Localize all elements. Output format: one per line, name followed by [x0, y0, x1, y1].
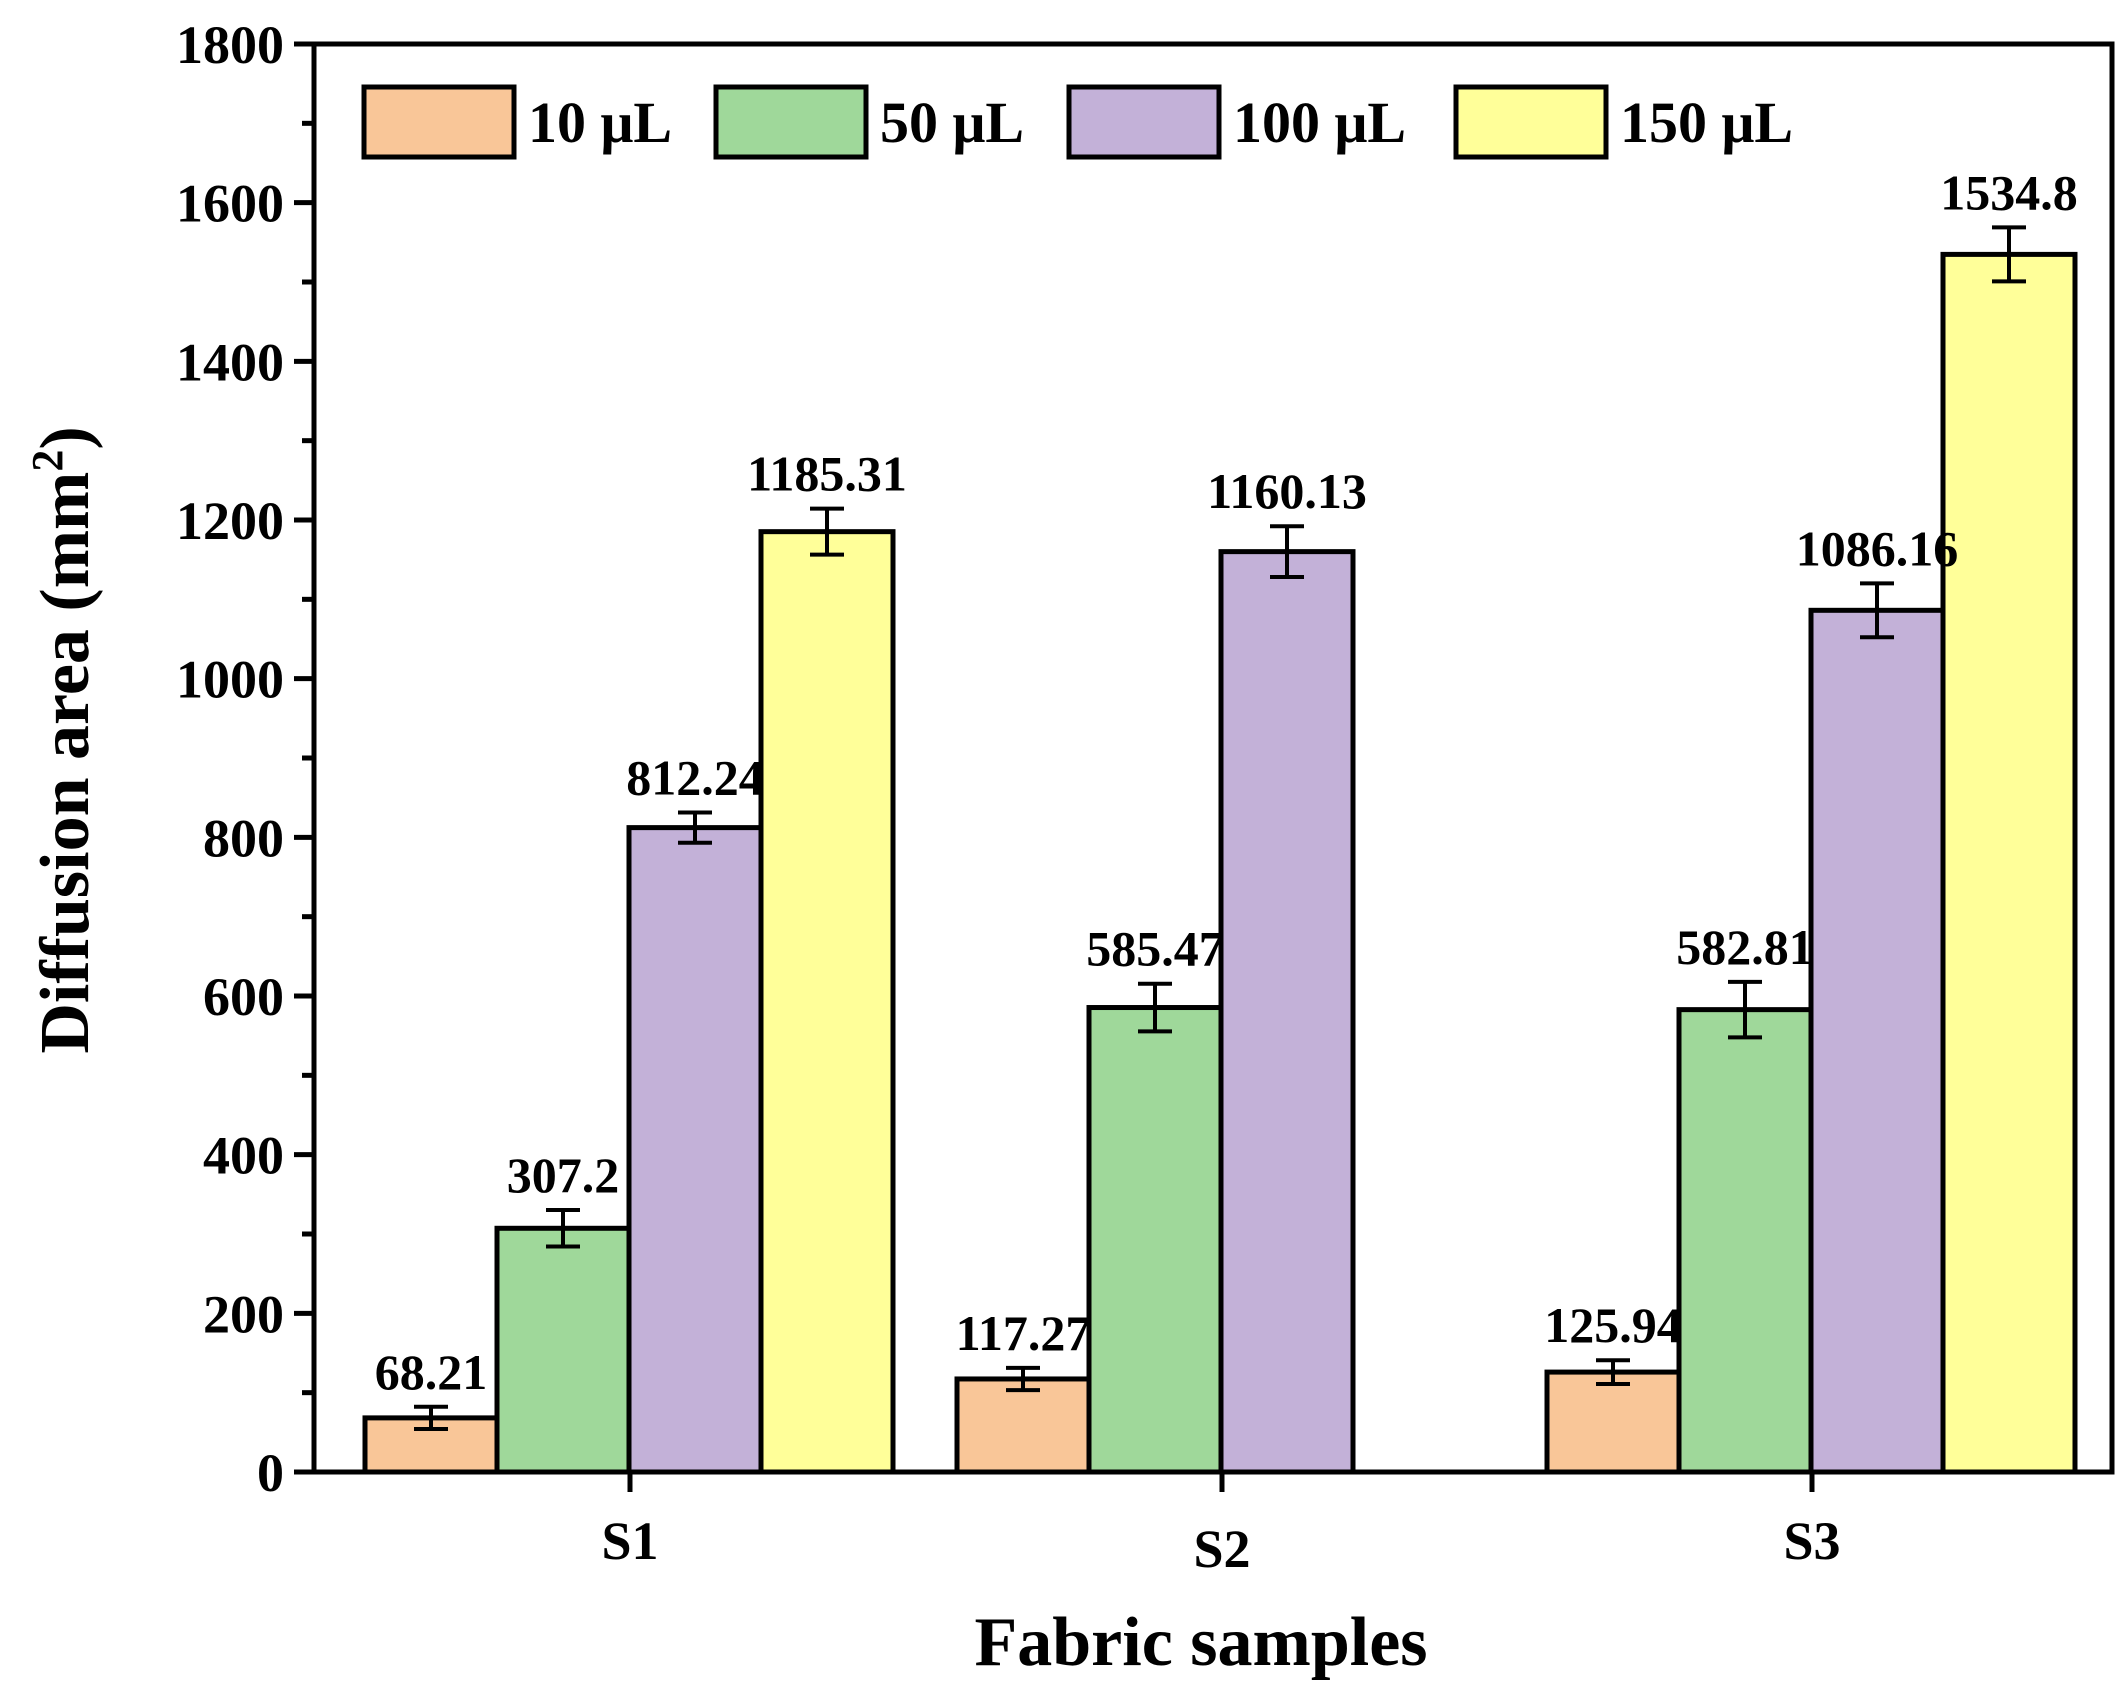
error-bar-S1-0: [414, 1404, 448, 1431]
x-tick-label-S2: S2: [1193, 1519, 1250, 1579]
legend-swatch: [361, 84, 517, 160]
y-tick-label: 400: [203, 1126, 284, 1186]
bar-S2-10uL: [954, 1376, 1092, 1475]
error-bar-S1-1: [546, 1208, 580, 1249]
legend-item-2: 100 μL: [1066, 84, 1406, 160]
y-tick-label: 0: [257, 1443, 284, 1503]
y-axis-title-superscript: 2: [23, 450, 72, 472]
axes-layer: 0 200 400 600 800 1000 1200 1400 1600 1800 S1 S2 S3: [176, 15, 2115, 1579]
y-axis-title: Diffusion area (mm2): [23, 426, 104, 1053]
error-bar-S2-0: [1006, 1365, 1040, 1393]
legend-item-0: 10 μL: [361, 84, 672, 160]
legend-swatch: [713, 84, 869, 160]
bar-S1-150uL: [758, 529, 896, 1475]
data-label-S1-3: 1185.31: [747, 446, 907, 502]
bar-S1-50uL: [494, 1225, 632, 1475]
bar-S3-100uL: [1808, 607, 1946, 1475]
legend-label: 10 μL: [528, 90, 672, 155]
bar-S3-10uL: [1544, 1369, 1682, 1475]
y-tick-label: 1400: [176, 332, 284, 392]
data-label-S1-2: 812.24: [626, 750, 764, 806]
data-label-S3-0: 125.94: [1544, 1297, 1682, 1353]
y-tick-label: 1000: [176, 650, 284, 710]
data-label-S2-0: 117.27: [956, 1305, 1091, 1361]
x-tick-label-S3: S3: [1783, 1511, 1840, 1571]
data-label-S3-1: 582.81: [1676, 919, 1814, 975]
x-tick-label-S1: S1: [601, 1511, 658, 1571]
y-tick-label: 1600: [176, 174, 284, 234]
legend-swatch: [1453, 84, 1609, 160]
error-bar-S1-2: [678, 810, 712, 845]
y-axis-title-main: Diffusion area (mm: [27, 472, 104, 1054]
x-axis-title: Fabric samples: [974, 1604, 1427, 1681]
error-bar-S3-0: [1596, 1358, 1630, 1386]
error-bar-S2-1: [1138, 981, 1172, 1034]
bar-S2-50uL: [1086, 1005, 1224, 1475]
data-label-S3-3: 1534.8: [1940, 164, 2078, 220]
y-tick-label: 1800: [176, 15, 284, 75]
data-label-S3-2: 1086.16: [1796, 520, 1959, 576]
y-axis-title-close: ): [27, 426, 104, 449]
labels-layer: 68.21 117.27 125.94 307.2 585.47 582.81 812.24…: [375, 164, 2078, 1399]
bar-S2-100uL: [1218, 549, 1356, 1475]
y-tick-label: 600: [203, 967, 284, 1027]
data-label-extra: 1160.13: [1207, 463, 1367, 519]
data-label-S2-1: 585.47: [1086, 921, 1224, 977]
legend-swatch: [1066, 84, 1222, 160]
legend-label: 150 μL: [1620, 90, 1793, 155]
legend-item-3: 150 μL: [1453, 84, 1793, 160]
bar-S3-150uL: [1940, 251, 2078, 1475]
error-bar-S1-3: [810, 506, 844, 557]
error-bar-S3-2: [1860, 581, 1894, 640]
legend-item-1: 50 μL: [713, 84, 1024, 160]
y-tick-label: 200: [203, 1284, 284, 1344]
error-bar-S2-2: [1270, 524, 1304, 580]
error-bar-S3-1: [1728, 979, 1762, 1040]
y-tick-label: 800: [203, 808, 284, 868]
legend: 10 μL 50 μL 100 μL 150 μL: [361, 84, 1793, 160]
bars-layer: [362, 225, 2078, 1475]
data-label-S1-0: 68.21: [375, 1344, 488, 1400]
bar-S1-100uL: [626, 825, 764, 1475]
y-tick-label: 1200: [176, 491, 284, 551]
legend-label: 100 μL: [1233, 90, 1406, 155]
data-label-S1-1: 307.2: [507, 1147, 620, 1203]
legend-label: 50 μL: [880, 90, 1024, 155]
bar-S3-50uL: [1676, 1007, 1814, 1475]
error-bar-S3-3: [1992, 225, 2026, 284]
